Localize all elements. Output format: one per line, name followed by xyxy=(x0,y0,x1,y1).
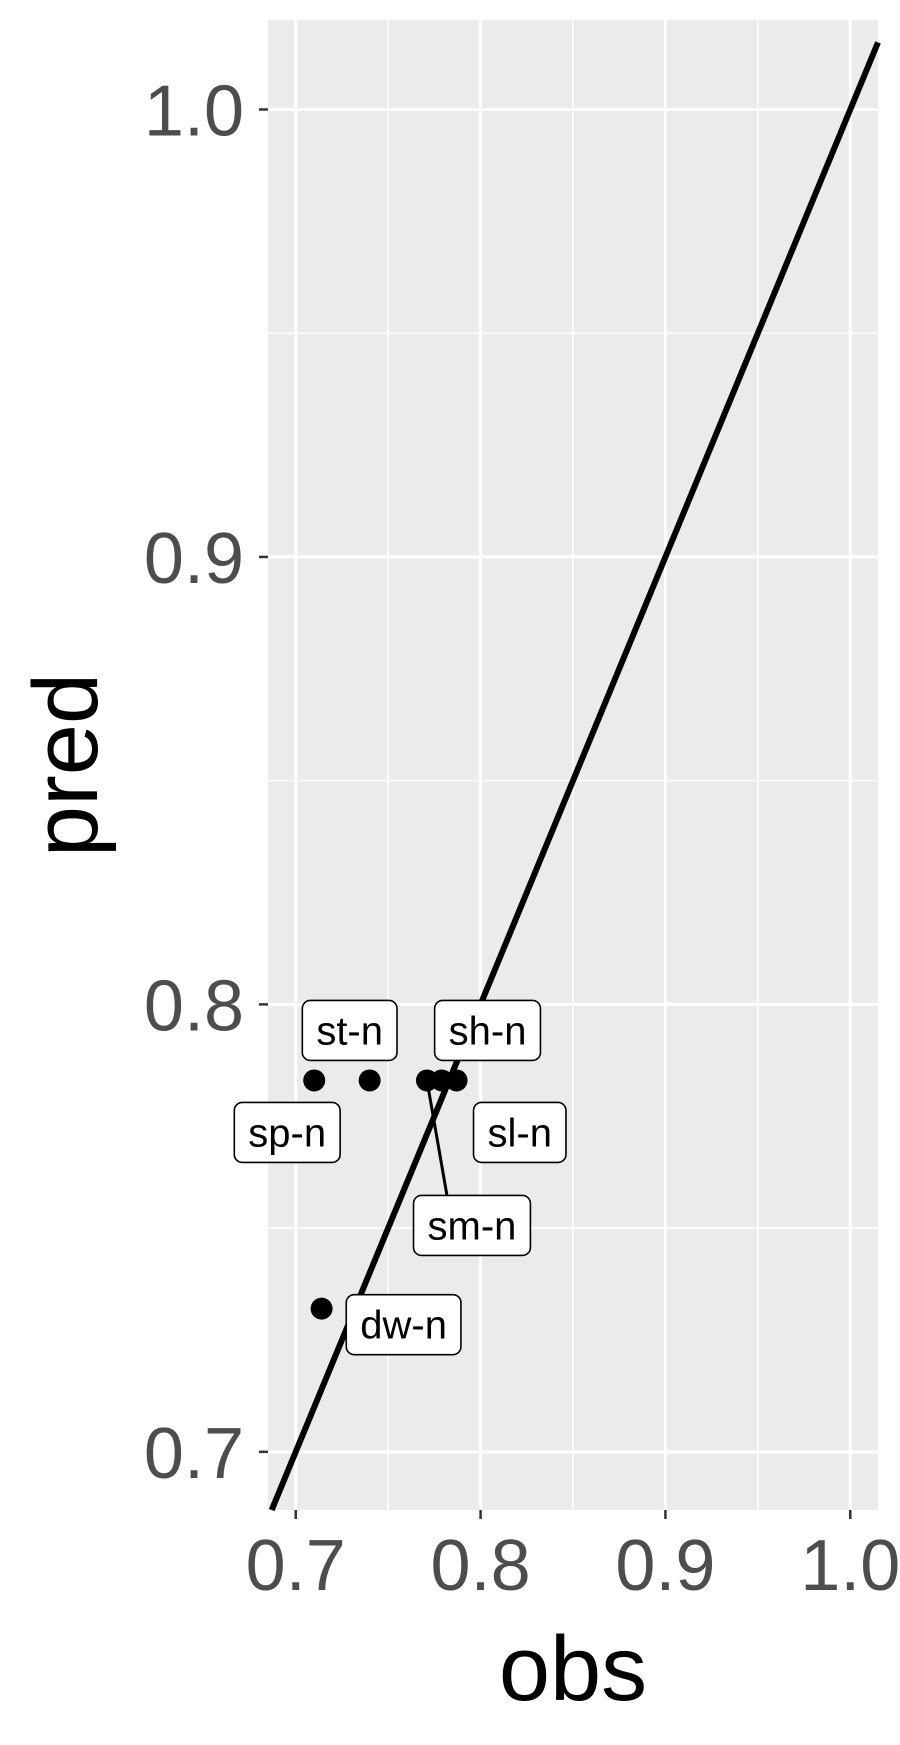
y-tick-label: 1.0 xyxy=(144,71,244,151)
data-point-st-n xyxy=(358,1069,381,1092)
point-label: st-n xyxy=(316,1009,383,1053)
data-point-dw-n xyxy=(310,1297,333,1320)
point-label: dw-n xyxy=(360,1304,447,1348)
point-label-box xyxy=(301,999,398,1062)
y-tick-label: 0.8 xyxy=(144,966,244,1046)
plot-content: st-n sp-n sh-n sl-n sm-n dw-n xyxy=(233,41,881,1512)
x-tick-label: 0.7 xyxy=(246,1526,346,1606)
minor-gridlines xyxy=(268,20,878,1510)
x-tick-label: 1.0 xyxy=(800,1526,900,1606)
x-tick-labels: 0.7 0.8 0.9 1.0 xyxy=(246,1526,900,1606)
data-point-sp-n xyxy=(303,1069,326,1092)
y-axis-title: pred xyxy=(15,673,117,857)
point-label-box xyxy=(412,1194,532,1257)
point-label: sh-n xyxy=(449,1009,527,1053)
x-tick-label: 0.9 xyxy=(615,1526,715,1606)
point-label: sp-n xyxy=(248,1111,326,1155)
identity-reference-line xyxy=(268,41,881,1512)
point-label: sl-n xyxy=(488,1111,552,1155)
point-label-box xyxy=(472,1101,567,1164)
point-label-box xyxy=(345,1293,462,1356)
y-tick-label: 0.7 xyxy=(144,1414,244,1494)
axis-ticks xyxy=(259,108,852,1519)
point-label-box xyxy=(233,1101,341,1164)
x-axis-title: obs xyxy=(499,1618,647,1720)
point-label: sm-n xyxy=(428,1204,517,1248)
y-tick-labels: 0.7 0.8 0.9 1.0 xyxy=(144,71,244,1493)
label-leader-line xyxy=(425,1080,449,1196)
y-tick-label: 0.9 xyxy=(144,519,244,599)
major-gridlines xyxy=(268,20,878,1510)
point-label-box xyxy=(433,999,542,1062)
x-tick-label: 0.8 xyxy=(431,1526,531,1606)
